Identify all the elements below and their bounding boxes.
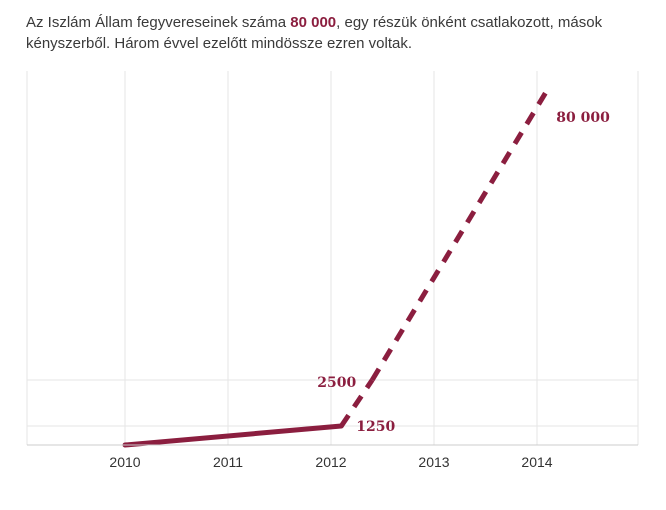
x-tick-label: 2012 bbox=[315, 454, 346, 470]
data-labels: 80 000 2500 1250 bbox=[317, 110, 610, 435]
caption-text-start: Az Iszlám Állam fegyvereseinek száma bbox=[26, 14, 291, 31]
data-label: 1250 bbox=[356, 419, 395, 435]
data-label: 80 000 bbox=[556, 110, 610, 126]
caption-highlight-count: 80 000 bbox=[290, 14, 337, 31]
grid bbox=[26, 71, 639, 445]
data-label: 2500 bbox=[317, 375, 356, 391]
series-segment bbox=[370, 88, 550, 382]
chart-caption: Az Iszlám Állam fegyvereseinek száma 80 … bbox=[26, 12, 646, 54]
series-segment bbox=[339, 378, 375, 428]
x-tick-label: 2011 bbox=[213, 454, 243, 470]
x-tick-label: 2013 bbox=[418, 454, 449, 470]
x-tick-label: 2014 bbox=[521, 454, 552, 470]
caption-text-end: , egy részük önként csatlakozott, mások … bbox=[26, 14, 603, 52]
x-axis: 2010 2011 2012 2013 2014 bbox=[27, 444, 638, 470]
series-segment bbox=[122, 423, 344, 448]
x-tick-label: 2010 bbox=[109, 454, 140, 470]
series-line bbox=[122, 88, 550, 448]
